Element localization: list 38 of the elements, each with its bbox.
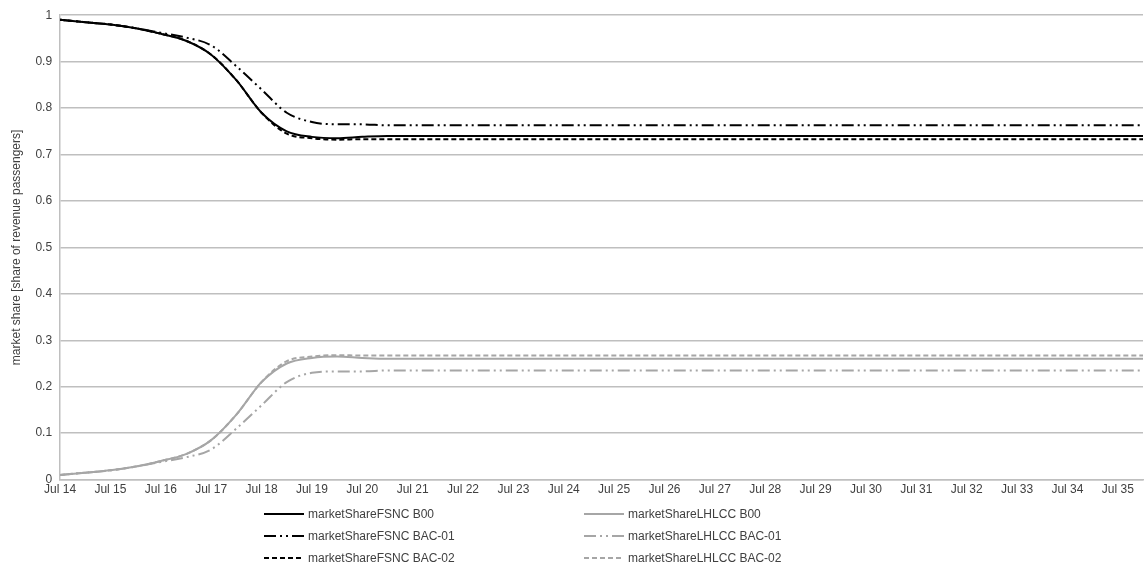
x-tick-label: Jul 19 — [295, 482, 329, 497]
y-tick-label: 0.4 — [35, 286, 53, 301]
x-tick-label: Jul 18 — [245, 482, 278, 497]
x-tick-label: Jul 16 — [144, 482, 178, 497]
x-tick-label: Jul 20 — [346, 482, 379, 497]
x-tick-label: Jul 35 — [1101, 482, 1135, 497]
y-tick-label: 0.8 — [35, 100, 53, 115]
legend-label: marketShareFSNC BAC-02 — [308, 551, 455, 565]
x-tick-label: Jul 30 — [849, 482, 883, 497]
x-tick-label: Jul 22 — [447, 482, 480, 497]
y-axis-title: market share [share of revenue passengers] — [8, 129, 23, 366]
legend-label: marketShareLHLCC B00 — [628, 507, 761, 521]
y-tick-label: 0.2 — [35, 379, 53, 394]
x-tick-label: Jul 27 — [698, 482, 732, 497]
legend-label: marketShareFSNC BAC-01 — [308, 529, 455, 543]
x-tick-label: Jul 23 — [497, 482, 530, 497]
x-tick-label: Jul 17 — [195, 482, 228, 497]
y-tick-label: 0.6 — [35, 193, 53, 208]
x-tick-label: Jul 24 — [547, 482, 581, 497]
y-tick-label: 1 — [45, 7, 53, 22]
x-tick-label: Jul 29 — [799, 482, 832, 497]
x-tick-label: Jul 26 — [648, 482, 681, 497]
x-tick-label: Jul 21 — [396, 482, 429, 497]
y-tick-label: 0.5 — [35, 239, 53, 254]
legend-label: marketShareFSNC B00 — [308, 507, 435, 521]
x-tick-label: Jul 32 — [950, 482, 984, 497]
x-tick-label: Jul 31 — [900, 482, 933, 497]
x-tick-label: Jul 25 — [598, 482, 631, 497]
y-tick-label: 0.9 — [35, 53, 53, 68]
x-tick-label: Jul 15 — [94, 482, 127, 497]
y-tick-label: 0.1 — [35, 425, 53, 440]
y-tick-label: 0.3 — [35, 332, 53, 347]
legend-label: marketShareLHLCC BAC-01 — [628, 529, 782, 543]
y-tick-label: 0.7 — [35, 146, 53, 161]
legend-label: marketShareLHLCC BAC-02 — [628, 551, 782, 565]
x-tick-label: Jul 28 — [749, 482, 782, 497]
x-tick-label: Jul 34 — [1051, 482, 1084, 497]
x-tick-label: Jul 33 — [1001, 482, 1034, 497]
